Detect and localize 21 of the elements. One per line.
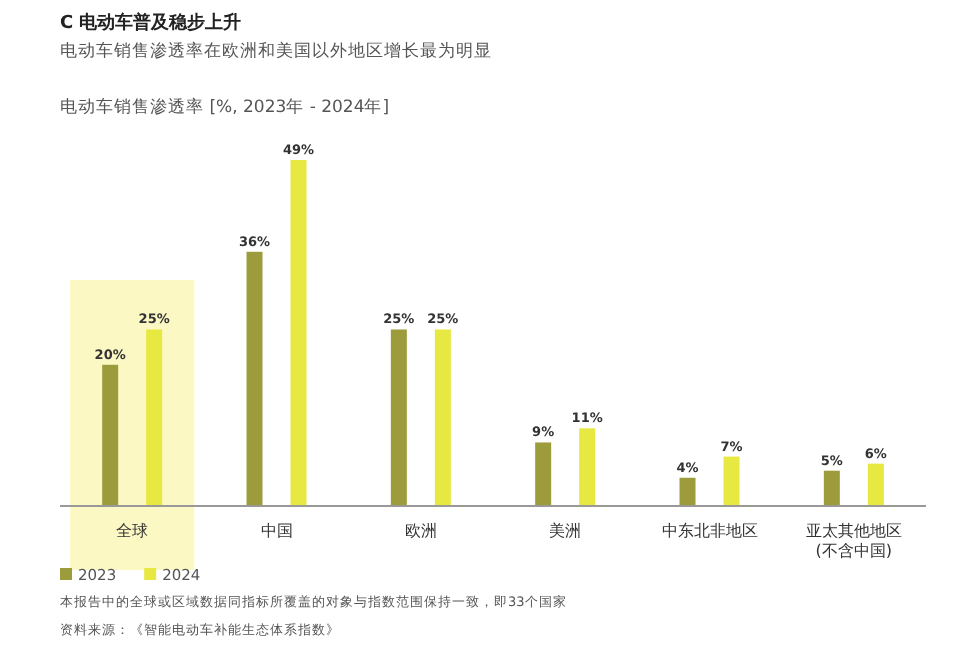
bar — [723, 456, 740, 506]
bar — [290, 160, 307, 506]
bar — [246, 251, 263, 506]
bar — [679, 477, 696, 506]
bar — [867, 463, 884, 506]
bar — [823, 470, 840, 506]
bar — [535, 442, 552, 506]
bar — [434, 329, 451, 506]
bar — [390, 329, 407, 506]
x-tick-label: 全球 — [116, 522, 149, 540]
bar — [579, 428, 596, 506]
x-tick-label: 美洲 — [549, 522, 582, 540]
y-axis-title: 电动车销售渗透率 [%, 2023年 - 2024年] — [60, 96, 390, 118]
x-tick-label: 欧洲 — [404, 522, 437, 540]
chart-subtitle: 电动车销售渗透率在欧洲和美国以外地区增长最为明显 — [60, 40, 492, 62]
chart-title: C 电动车普及稳步上升 — [60, 10, 242, 34]
x-tick-label: 中东北非地区 — [661, 522, 758, 540]
bar — [102, 364, 119, 506]
bar — [146, 329, 163, 506]
x-tick-label: 中国 — [260, 522, 293, 540]
x-tick-label: 亚太其他地区 (不含中国) — [805, 522, 902, 560]
